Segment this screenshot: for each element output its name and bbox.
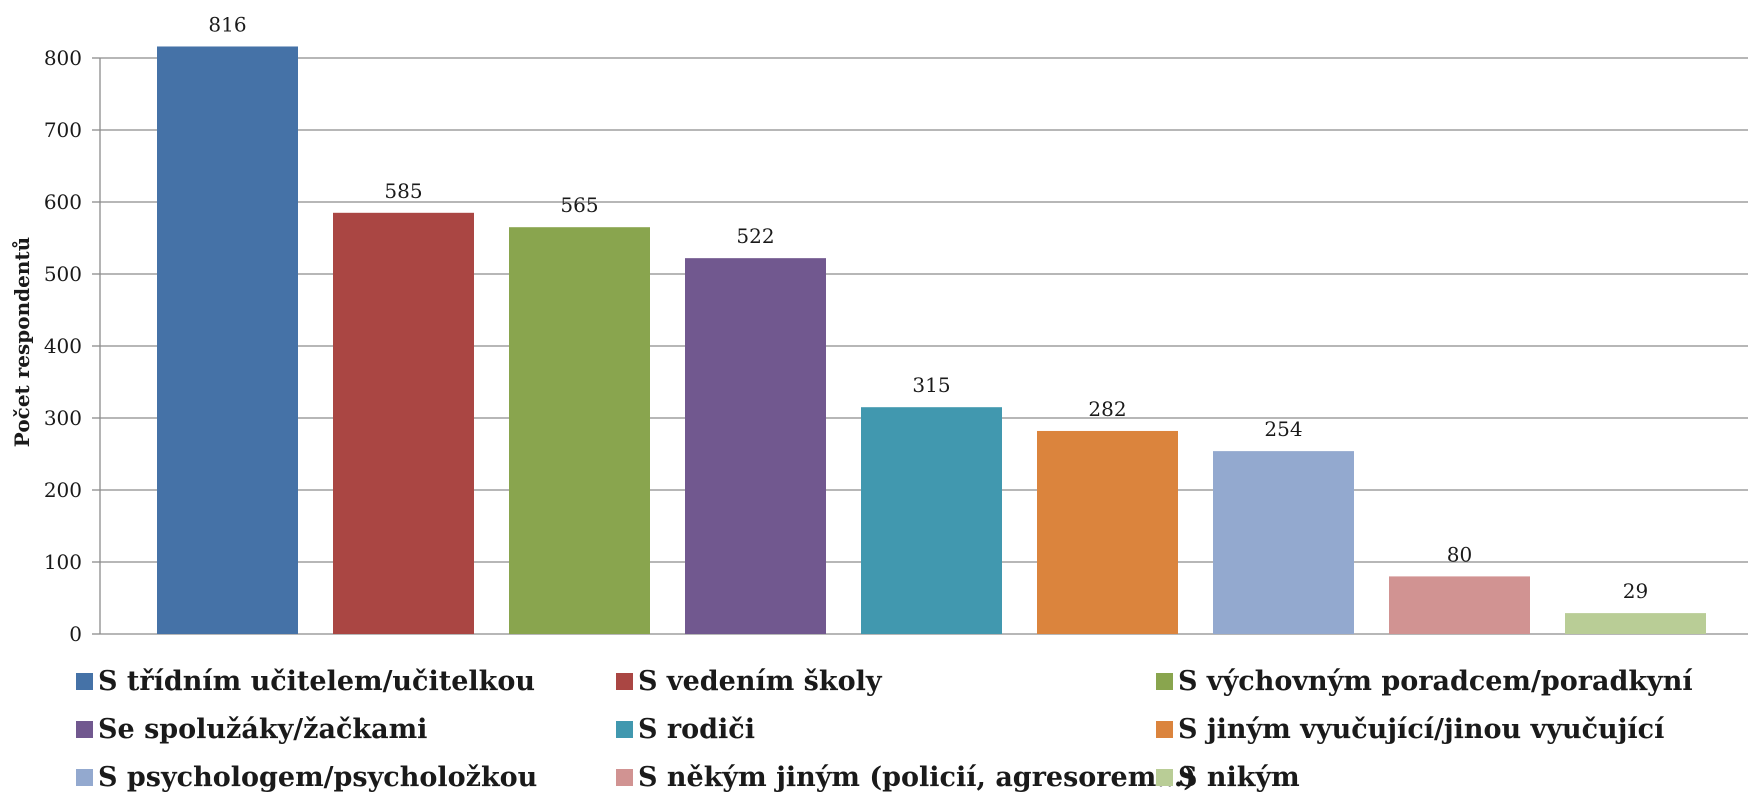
- data-labels: 816 585 565 522 315 282 254 80 29: [208, 12, 1648, 603]
- legend-swatch: [616, 672, 633, 690]
- legend-swatch: [76, 672, 93, 690]
- bar: [333, 212, 474, 635]
- legend-swatch: [1156, 720, 1173, 738]
- legend-swatch: [76, 720, 93, 738]
- bar: [685, 258, 826, 634]
- legend-label: S psychologem/psycholožkou: [98, 761, 538, 793]
- data-label: 315: [912, 373, 950, 397]
- legend-swatch: [616, 720, 633, 738]
- y-tick-label: 400: [44, 334, 82, 358]
- legend-item: S třídním učitelem/učitelkou: [76, 664, 616, 698]
- y-tick-label: 200: [44, 478, 82, 502]
- legend-label: S rodiči: [638, 713, 755, 745]
- bar: [1565, 613, 1706, 634]
- data-label: 254: [1264, 417, 1302, 441]
- bar: [861, 407, 1002, 634]
- bar: [1389, 576, 1530, 634]
- bar: [1213, 451, 1354, 634]
- bar: [157, 46, 298, 635]
- legend-swatch: [1156, 672, 1173, 690]
- y-tick-label: 500: [44, 262, 82, 286]
- data-label: 816: [208, 12, 246, 36]
- legend-item: S vedením školy: [616, 664, 1156, 698]
- data-label: 585: [384, 179, 422, 203]
- data-label: 522: [736, 224, 774, 248]
- legend-label: S výchovným poradcem/poradkyní: [1178, 665, 1693, 697]
- y-tick-label: 800: [44, 46, 82, 70]
- legend-item: S někým jiným (policií, agresorem…): [616, 760, 1196, 794]
- legend-label: Se spolužáky/žačkami: [98, 713, 428, 745]
- data-label: 565: [560, 193, 598, 217]
- y-tick-label: 600: [44, 190, 82, 214]
- data-label: 80: [1447, 542, 1472, 566]
- y-tick-label: 700: [44, 118, 82, 142]
- legend-item: S výchovným poradcem/poradkyní: [1156, 664, 1748, 698]
- legend-swatch: [1156, 768, 1173, 786]
- legend-item: S jiným vyučující/jinou vyučující: [1156, 712, 1748, 746]
- y-tick-label: 100: [44, 550, 82, 574]
- data-label: 282: [1088, 397, 1126, 421]
- legend-item: S psychologem/psycholožkou: [76, 760, 616, 794]
- legend-swatch: [76, 768, 93, 786]
- bar: [1037, 430, 1178, 634]
- y-axis-title: Počet respondentů: [10, 237, 34, 447]
- bar: [509, 227, 650, 634]
- legend-label: S někým jiným (policií, agresorem…): [638, 761, 1197, 793]
- legend-item: Se spolužáky/žačkami: [76, 712, 616, 746]
- legend-label: S jiným vyučující/jinou vyučující: [1178, 713, 1665, 745]
- y-tick-label: 300: [44, 406, 82, 430]
- bars: [157, 46, 1706, 635]
- chart-legend: S třídním učitelem/učitelkou S vedením šk…: [76, 664, 1748, 794]
- y-axis: 0 100 200 300 400 500 600 700 800: [44, 46, 101, 646]
- legend-swatch: [616, 768, 633, 786]
- legend-item: S nikým: [1156, 760, 1748, 794]
- legend-label: S třídním učitelem/učitelkou: [98, 665, 536, 697]
- legend-label: S nikým: [1178, 761, 1300, 793]
- data-label: 29: [1623, 579, 1648, 603]
- legend-label: S vedením školy: [638, 665, 882, 697]
- y-tick-label: 0: [69, 622, 82, 646]
- bar-chart: 0 100 200 300 400 500 600 700 800 816 585 565 522 31…: [10, 12, 1748, 646]
- legend-item: S rodiči: [616, 712, 1156, 746]
